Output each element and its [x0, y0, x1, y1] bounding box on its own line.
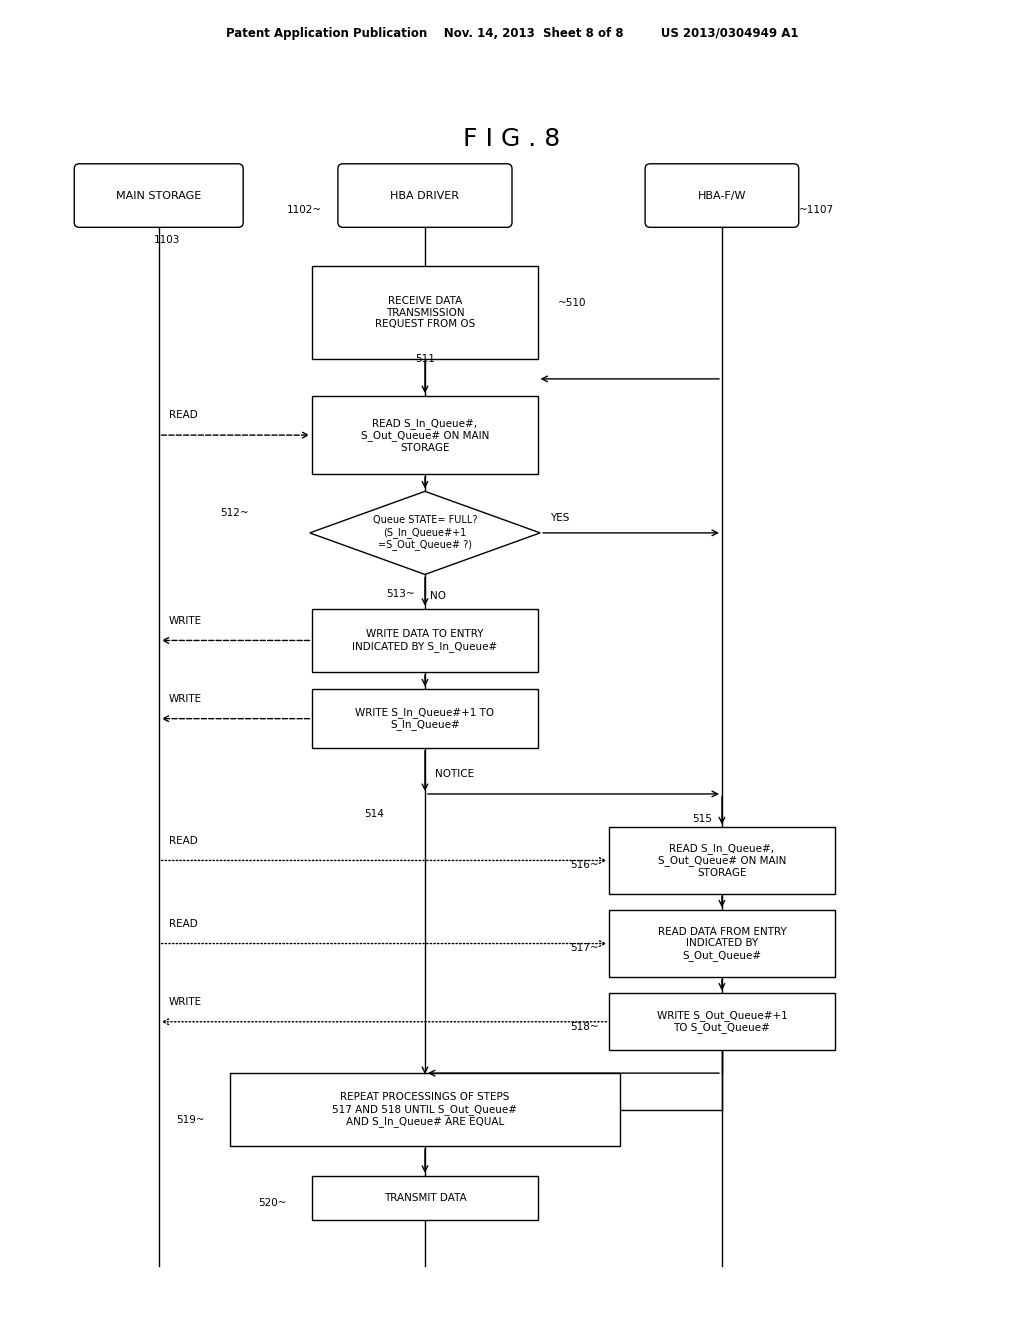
Text: WRITE: WRITE — [169, 694, 202, 704]
Text: WRITE S_In_Queue#+1 TO
S_In_Queue#: WRITE S_In_Queue#+1 TO S_In_Queue# — [355, 708, 495, 730]
FancyBboxPatch shape — [312, 267, 538, 359]
Text: WRITE: WRITE — [169, 997, 202, 1007]
FancyBboxPatch shape — [312, 1176, 538, 1220]
Text: NO: NO — [430, 591, 446, 601]
Text: 520~: 520~ — [258, 1197, 287, 1208]
Text: 511: 511 — [415, 354, 434, 364]
Text: 1103: 1103 — [154, 235, 180, 244]
Polygon shape — [309, 491, 541, 574]
FancyBboxPatch shape — [312, 689, 538, 748]
Text: READ: READ — [169, 836, 198, 846]
Text: RECEIVE DATA
TRANSMISSION
REQUEST FROM OS: RECEIVE DATA TRANSMISSION REQUEST FROM O… — [375, 296, 475, 330]
Text: 519~: 519~ — [176, 1114, 205, 1125]
Text: NOTICE: NOTICE — [435, 770, 474, 779]
FancyBboxPatch shape — [645, 164, 799, 227]
FancyBboxPatch shape — [609, 911, 835, 977]
Text: TRANSMIT DATA: TRANSMIT DATA — [384, 1193, 466, 1203]
Text: Queue STATE= FULL?
(S_In_Queue#+1
=S_Out_Queue# ?): Queue STATE= FULL? (S_In_Queue#+1 =S_Out… — [373, 515, 477, 550]
Text: 516~: 516~ — [570, 861, 599, 870]
Text: WRITE DATA TO ENTRY
INDICATED BY S_In_Queue#: WRITE DATA TO ENTRY INDICATED BY S_In_Qu… — [352, 630, 498, 652]
FancyBboxPatch shape — [609, 994, 835, 1051]
Text: HBA DRIVER: HBA DRIVER — [390, 190, 460, 201]
Text: READ: READ — [169, 919, 198, 929]
Text: 518~: 518~ — [570, 1022, 599, 1032]
Text: ~1107: ~1107 — [799, 205, 834, 215]
Text: REPEAT PROCESSINGS OF STEPS
517 AND 518 UNTIL S_Out_Queue#
AND S_In_Queue# ARE E: REPEAT PROCESSINGS OF STEPS 517 AND 518 … — [333, 1092, 517, 1127]
Text: 512~: 512~ — [220, 508, 248, 519]
Text: 513~: 513~ — [386, 589, 415, 599]
FancyBboxPatch shape — [312, 396, 538, 474]
Text: F I G . 8: F I G . 8 — [464, 127, 560, 150]
Text: 517~: 517~ — [570, 944, 599, 953]
Text: READ S_In_Queue#,
S_Out_Queue# ON MAIN
STORAGE: READ S_In_Queue#, S_Out_Queue# ON MAIN S… — [657, 843, 786, 878]
Text: 1102~: 1102~ — [287, 205, 322, 215]
Text: READ: READ — [169, 411, 198, 421]
Text: 514: 514 — [365, 809, 384, 818]
Text: YES: YES — [551, 513, 569, 523]
Text: 515: 515 — [692, 813, 712, 824]
Text: Patent Application Publication    Nov. 14, 2013  Sheet 8 of 8         US 2013/03: Patent Application Publication Nov. 14, … — [225, 26, 799, 40]
FancyBboxPatch shape — [312, 609, 538, 672]
Text: HBA-F/W: HBA-F/W — [697, 190, 746, 201]
FancyBboxPatch shape — [74, 164, 244, 227]
Text: WRITE: WRITE — [169, 615, 202, 626]
FancyBboxPatch shape — [230, 1073, 620, 1147]
FancyBboxPatch shape — [338, 164, 512, 227]
Text: MAIN STORAGE: MAIN STORAGE — [116, 190, 202, 201]
FancyBboxPatch shape — [609, 828, 835, 894]
Text: ~510: ~510 — [558, 298, 587, 308]
Text: WRITE S_Out_Queue#+1
TO S_Out_Queue#: WRITE S_Out_Queue#+1 TO S_Out_Queue# — [656, 1010, 787, 1034]
Text: READ S_In_Queue#,
S_Out_Queue# ON MAIN
STORAGE: READ S_In_Queue#, S_Out_Queue# ON MAIN S… — [360, 417, 489, 453]
Text: READ DATA FROM ENTRY
INDICATED BY
S_Out_Queue#: READ DATA FROM ENTRY INDICATED BY S_Out_… — [657, 927, 786, 961]
